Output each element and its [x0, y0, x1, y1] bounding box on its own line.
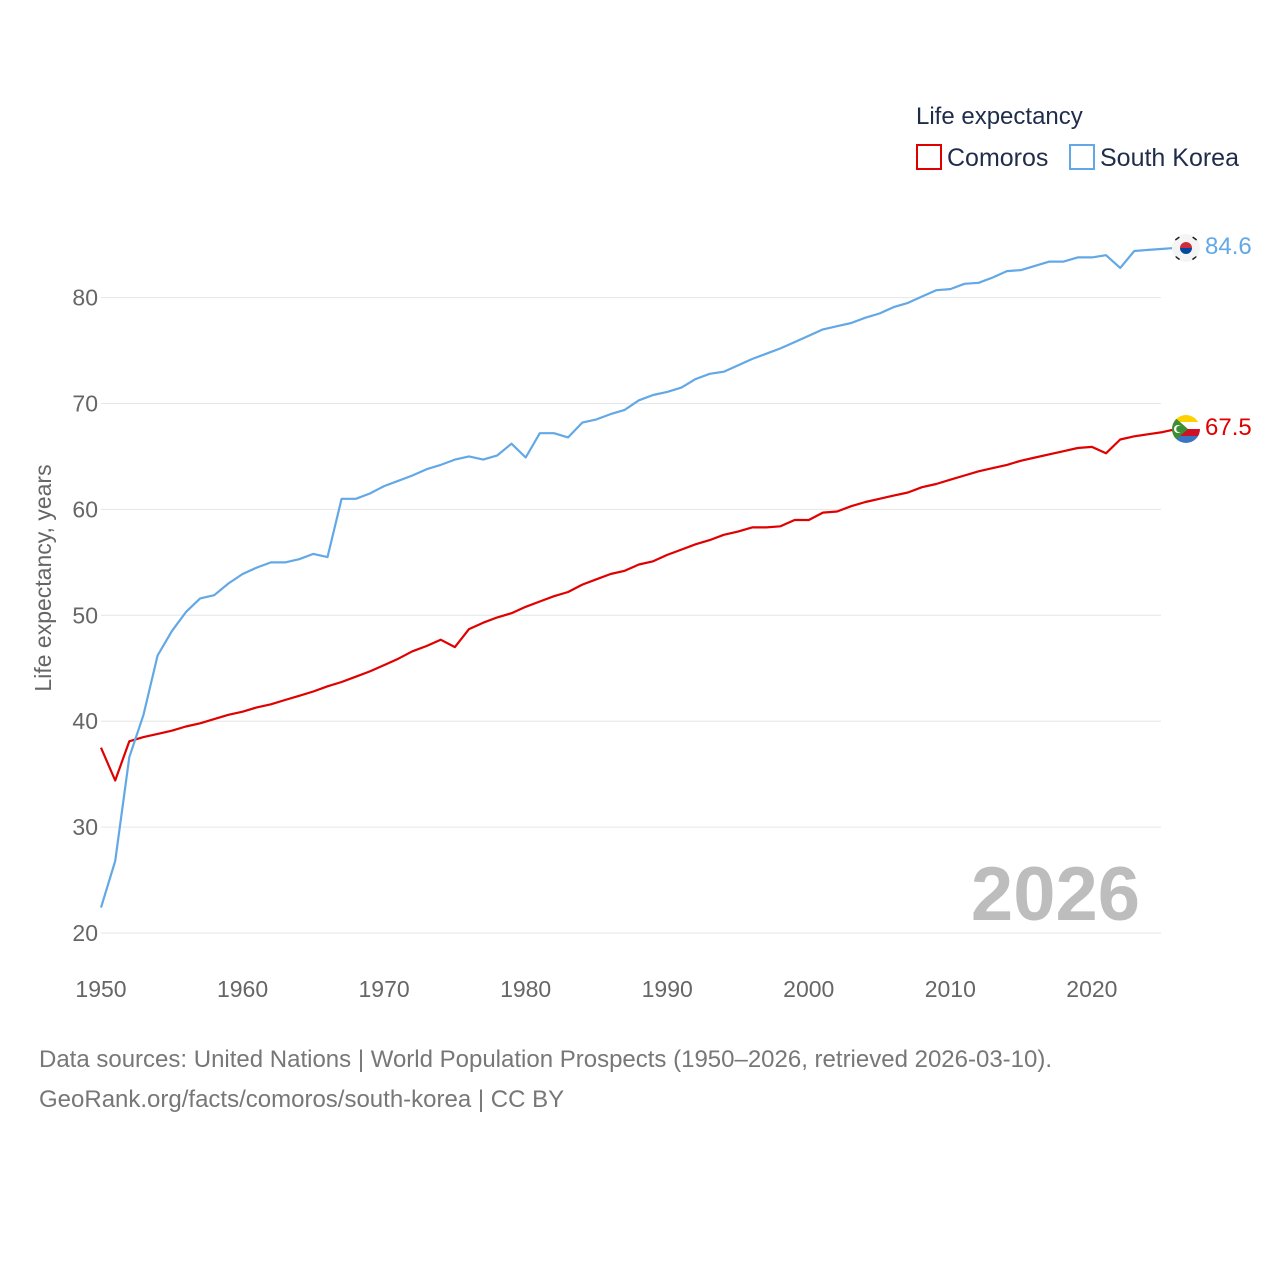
source-line: Data sources: United Nations | World Pop…: [39, 1046, 1053, 1073]
series-lines: [99, 246, 1178, 908]
source-note: Data sources: United Nations | World Pop…: [39, 1040, 1052, 1120]
legend: Life expectancy Comoros South Korea: [916, 103, 1239, 172]
legend-swatch-south-korea: [1069, 144, 1095, 170]
legend-item-comoros[interactable]: Comoros: [916, 144, 1048, 172]
y-tick-label: 50: [72, 602, 98, 628]
series-line-comoros[interactable]: [99, 427, 1178, 782]
x-tick-label: 1970: [359, 976, 410, 1002]
comoros-flag-icon: [1172, 415, 1200, 443]
y-tick-label: 20: [72, 920, 98, 946]
end-label-south-korea: 84.6: [1205, 233, 1252, 260]
y-axis-ticks: 20 30 40 50 60 70 80: [72, 285, 98, 946]
legend-swatch-comoros: [916, 144, 942, 170]
end-label-comoros: 67.5: [1205, 414, 1252, 441]
legend-label-comoros: Comoros: [947, 144, 1048, 172]
south-korea-flag-icon: [1172, 234, 1200, 262]
x-axis-ticks: 1950 1960 1970 1980 1990 2000 2010 2020: [75, 976, 1117, 1002]
gridlines: [101, 297, 1161, 934]
legend-title: Life expectancy: [916, 103, 1083, 130]
y-axis-title: Life expectancy, years: [30, 464, 56, 691]
y-tick-label: 60: [72, 496, 98, 522]
y-tick-label: 70: [72, 391, 98, 417]
x-tick-label: 2000: [783, 976, 834, 1002]
y-tick-label: 40: [72, 708, 98, 734]
legend-label-south-korea: South Korea: [1100, 144, 1239, 172]
source-link[interactable]: GeoRank.org/facts/comoros/south-korea | …: [39, 1086, 565, 1113]
x-tick-label: 1980: [500, 976, 551, 1002]
legend-item-south-korea[interactable]: South Korea: [1069, 144, 1239, 172]
x-tick-label: 2020: [1066, 976, 1117, 1002]
series-line-south-korea[interactable]: [99, 246, 1177, 908]
y-tick-label: 30: [72, 814, 98, 840]
x-tick-label: 2010: [925, 976, 976, 1002]
x-tick-label: 1960: [217, 976, 268, 1002]
y-tick-label: 80: [72, 285, 98, 311]
x-tick-label: 1990: [642, 976, 693, 1002]
year-watermark: 2026: [971, 852, 1140, 937]
x-tick-label: 1950: [75, 976, 126, 1002]
